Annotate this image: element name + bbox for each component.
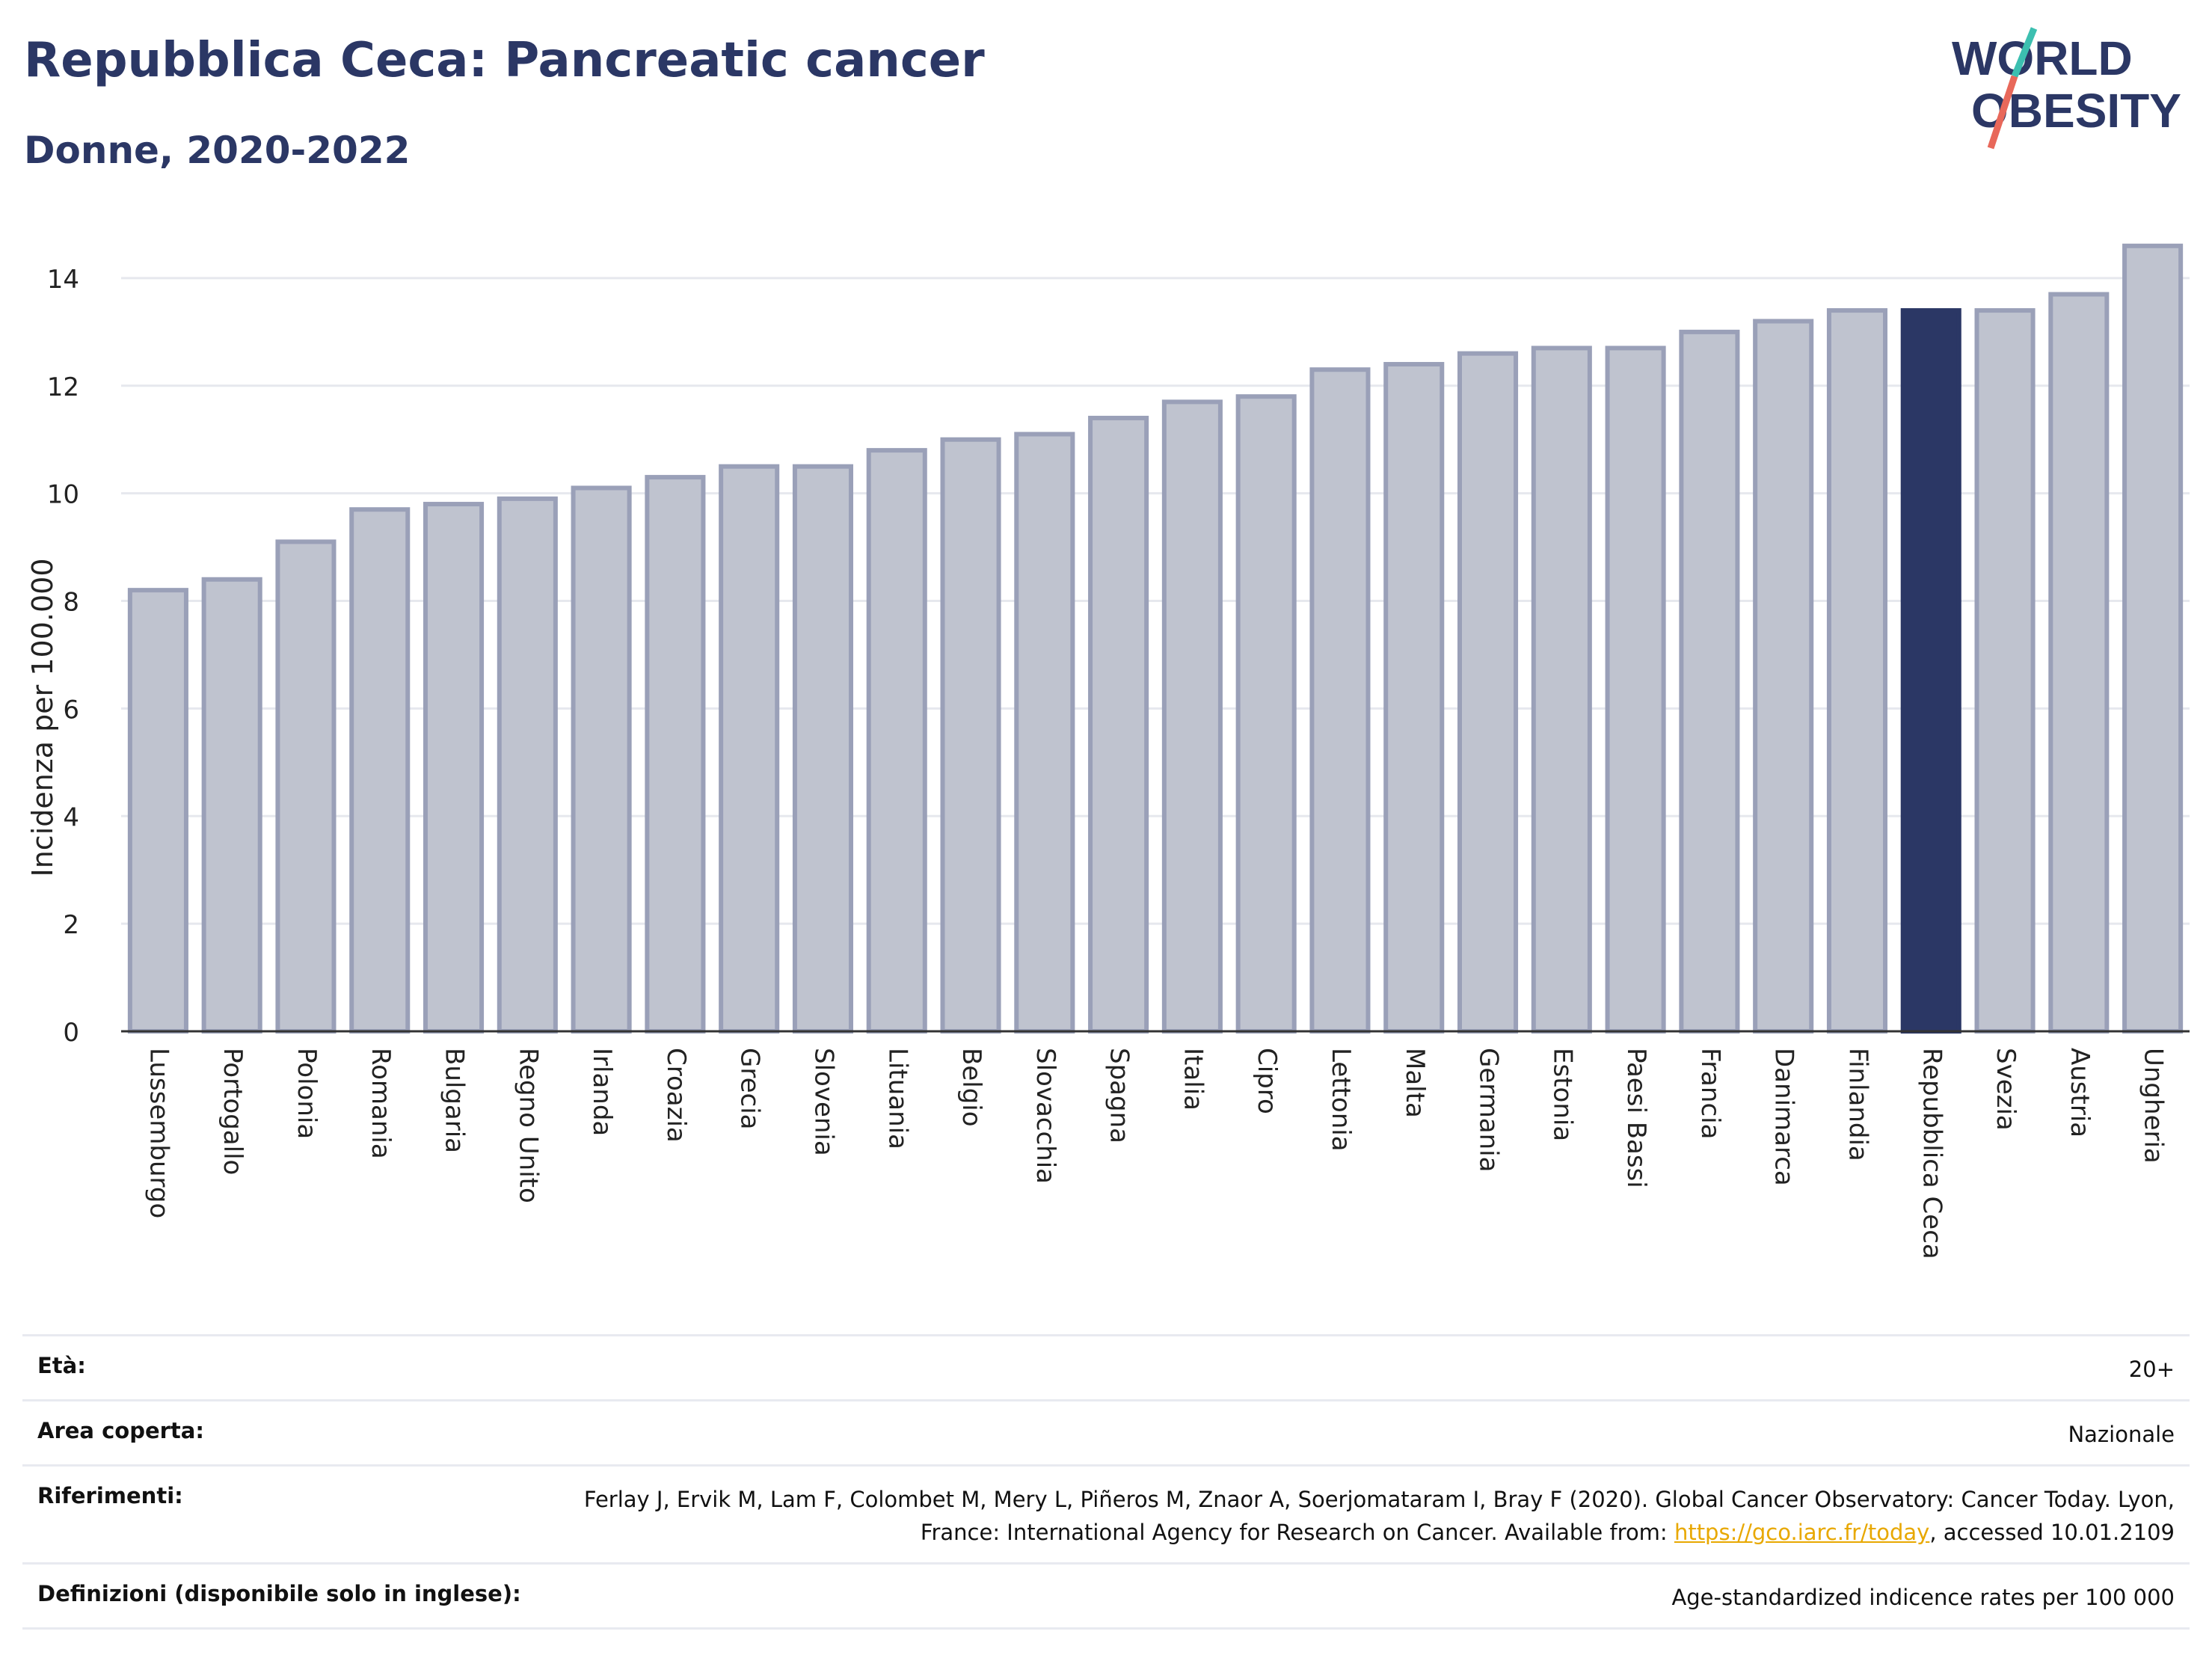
y-tick-label: 12 <box>47 372 79 402</box>
x-tick-label: Lussemburgo <box>144 1048 173 1218</box>
bar <box>423 502 485 1034</box>
bar <box>1457 351 1519 1034</box>
x-tick-label: Finlandia <box>1843 1048 1872 1161</box>
x-tick-label: Italia <box>1178 1048 1208 1111</box>
references-link[interactable]: https://gco.iarc.fr/today <box>1674 1520 1930 1545</box>
x-tick-label: Lettonia <box>1326 1048 1356 1152</box>
references-text: Ferlay J, Ervik M, Lam F, Colombet M, Me… <box>583 1487 2175 1545</box>
bar <box>1974 308 2036 1034</box>
x-tick-label: Cipro <box>1252 1048 1282 1114</box>
x-tick-label: Francia <box>1695 1048 1725 1139</box>
meta-row-references: Riferimenti: Ferlay J, Ervik M, Lam F, C… <box>22 1464 2190 1562</box>
bar <box>571 485 632 1034</box>
metadata-table: Età: 20+ Area coperta: Nazionale Riferim… <box>22 1334 2190 1630</box>
axes: 0 2 4 6 8 10 12 14 Lussemburgo Portogallo Polonia R… <box>26 265 2190 1259</box>
x-tick-label: Malta <box>1400 1048 1430 1118</box>
bar <box>201 577 262 1034</box>
bar <box>2048 292 2110 1034</box>
bar <box>645 475 706 1034</box>
x-tick-label: Grecia <box>735 1048 765 1129</box>
x-tick-label: Spagna <box>1105 1048 1134 1143</box>
bar <box>719 464 780 1034</box>
bar <box>349 507 411 1034</box>
logo-line1: WORLD <box>1952 31 2133 85</box>
y-tick-label: 4 <box>63 802 79 832</box>
y-tick-label: 10 <box>47 480 79 510</box>
x-tick-label: Croazia <box>661 1048 691 1143</box>
bar <box>1826 308 1888 1034</box>
page-subtitle: Donne, 2020-2022 <box>24 129 411 172</box>
bar <box>1014 432 1075 1034</box>
y-tick-label: 2 <box>63 910 79 940</box>
x-tick-label: Bulgaria <box>440 1048 470 1153</box>
x-tick-label: Slovacchia <box>1030 1048 1060 1184</box>
y-axis-label: Incidenza per 100.000 <box>26 559 59 877</box>
y-tick-label: 14 <box>47 265 79 295</box>
y-tick-label: 6 <box>63 695 79 725</box>
x-tick-label: Irlanda <box>587 1048 617 1136</box>
logo-slash-coral <box>1987 75 2018 150</box>
bar <box>1088 415 1149 1034</box>
bar <box>866 448 927 1034</box>
x-tick-label: Svezia <box>1991 1048 2021 1131</box>
bar <box>1531 346 1592 1034</box>
bar <box>792 464 854 1034</box>
x-tick-label: Lituania <box>882 1048 912 1149</box>
bars <box>127 243 2184 1034</box>
area-label: Area coperta: <box>37 1418 204 1443</box>
x-tick-label: Romania <box>366 1048 396 1159</box>
x-tick-label: Danimarca <box>1769 1048 1799 1186</box>
bar <box>1161 399 1223 1034</box>
meta-row-definitions: Definizioni (disponibile solo in inglese… <box>22 1562 2190 1630</box>
bar <box>497 496 558 1034</box>
x-tick-label: Austria <box>2065 1048 2095 1137</box>
age-value: 20+ <box>2128 1357 2175 1382</box>
bar <box>1679 329 1740 1034</box>
x-tick-label: Belgio <box>956 1048 986 1127</box>
meta-row-area: Area coperta: Nazionale <box>22 1399 2190 1464</box>
area-value: Nazionale <box>2068 1422 2175 1447</box>
bar <box>1753 319 1814 1034</box>
world-obesity-logo: WORLD OBESITY <box>1952 27 2181 150</box>
bar <box>1235 394 1297 1034</box>
bar <box>1309 367 1371 1034</box>
logo-slash-teal <box>2011 27 2038 78</box>
page-title: Repubblica Ceca: Pancreatic cancer <box>24 33 985 88</box>
x-tick-label: Germania <box>1474 1048 1504 1172</box>
y-tick-label: 0 <box>63 1018 79 1048</box>
references-accessed: , accessed 10.01.2109 <box>1929 1520 2175 1545</box>
definitions-label: Definizioni (disponibile solo in inglese… <box>37 1581 521 1606</box>
x-tick-label: Portogallo <box>218 1048 248 1175</box>
definitions-value: Age-standardized indicence rates per 100… <box>1671 1585 2175 1610</box>
x-tick-label: Slovenia <box>808 1048 838 1156</box>
x-tick-label: Ungheria <box>2139 1048 2169 1164</box>
bar <box>2122 243 2184 1034</box>
bar-chart: 0 2 4 6 8 10 12 14 Lussemburgo Portogallo Polonia R… <box>26 243 2190 1259</box>
x-tick-label: Paesi Bassi <box>1621 1048 1651 1188</box>
bar <box>127 588 188 1034</box>
x-tick-label: Repubblica Ceca <box>1917 1048 1947 1259</box>
y-tick-label: 8 <box>63 588 79 618</box>
x-tick-label: Regno Unito <box>513 1048 543 1203</box>
bar <box>940 437 1001 1034</box>
references-value: Ferlay J, Ervik M, Lam F, Colombet M, Me… <box>567 1483 2175 1549</box>
meta-row-age: Età: 20+ <box>22 1334 2190 1399</box>
references-label: Riferimenti: <box>37 1483 183 1508</box>
bar <box>1383 362 1445 1034</box>
bar <box>275 539 337 1034</box>
x-tick-label: Estonia <box>1547 1048 1577 1141</box>
x-tick-label: Polonia <box>292 1048 322 1139</box>
bar <box>1605 346 1666 1034</box>
bar-highlight <box>1900 308 1961 1034</box>
age-label: Età: <box>37 1353 86 1378</box>
